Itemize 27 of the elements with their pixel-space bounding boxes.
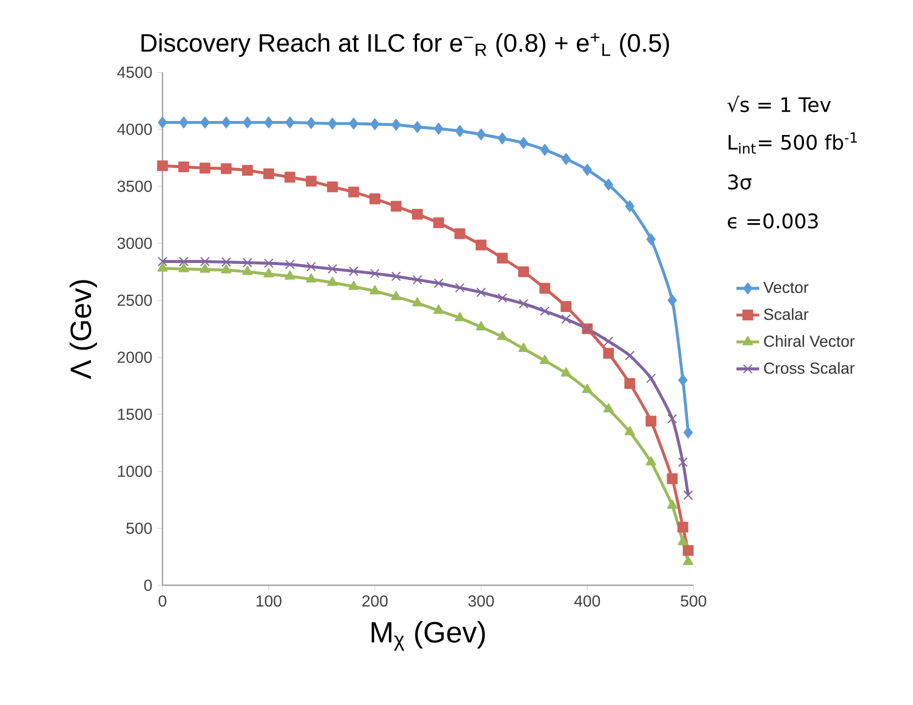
y-tick-label: 1000 [118,466,152,477]
x-axis-title: M$_{χ}$ (Gev) [372,621,485,651]
y-tick-label: 2000 [118,352,152,363]
text: L$_{int}$= 500 fb$^{-1}$ [728,132,857,154]
legend-label: Vector [763,282,808,294]
x-tick-label: 400 [574,595,600,607]
text: ϵ =0.003 [728,213,818,229]
y-tick-label: 3500 [117,180,152,192]
y-tick-label: 1500 [118,408,152,420]
y-tick-label: 4000 [117,124,152,135]
legend-label: Scalar [764,308,808,320]
y-tick-label: 0 [144,580,152,591]
y-tick-label: 500 [126,522,152,534]
x-tick-label: 100 [256,595,282,607]
x-tick-label: 500 [680,595,706,607]
x-tick-label: 300 [468,595,494,607]
chart-title: Discovery Reach at ILC for e$^{−}$$_{R}$ (0.8) + e$^{+}$$_{L}$ (0.5) [142,33,669,57]
y-tick-label: 3000 [117,238,152,249]
legend-label: Chiral Vector [764,335,855,347]
x-tick-label: 200 [362,595,388,607]
x-tick-label: 0 [158,595,166,607]
legend-label: Cross Scalar [764,362,855,374]
text: 3σ [728,174,752,190]
y-axis-title: Λ (Gev) [70,280,98,380]
text: √s = 1 Tev [727,96,831,112]
y-tick-label: 2500 [118,294,152,306]
y-tick-label: 4500 [117,66,152,78]
